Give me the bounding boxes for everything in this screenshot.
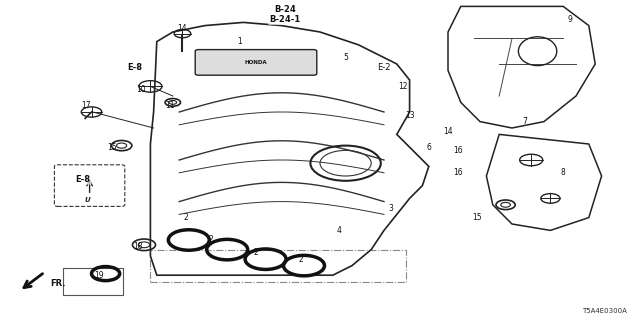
Text: 1: 1 xyxy=(237,37,243,46)
Text: 16: 16 xyxy=(452,168,463,177)
Text: 2: 2 xyxy=(253,248,259,257)
Text: 15: 15 xyxy=(107,143,117,152)
Text: T5A4E0300A: T5A4E0300A xyxy=(582,308,627,314)
Text: E-8: E-8 xyxy=(76,175,91,184)
Text: 14: 14 xyxy=(177,24,188,33)
FancyBboxPatch shape xyxy=(195,50,317,75)
Text: 10: 10 xyxy=(136,85,146,94)
Text: 2: 2 xyxy=(298,255,303,264)
Text: E-8: E-8 xyxy=(127,63,142,72)
Text: 4: 4 xyxy=(337,226,342,235)
Text: 12: 12 xyxy=(399,82,408,91)
Text: 17: 17 xyxy=(81,101,92,110)
Text: 2: 2 xyxy=(183,213,188,222)
Text: 16: 16 xyxy=(452,146,463,155)
Text: FR.: FR. xyxy=(50,279,65,288)
Text: U: U xyxy=(85,197,90,203)
Text: B-24
B-24-1: B-24 B-24-1 xyxy=(269,5,300,24)
Text: 5: 5 xyxy=(343,53,348,62)
Text: 8: 8 xyxy=(561,168,566,177)
Text: 7: 7 xyxy=(522,117,527,126)
Text: 11: 11 xyxy=(165,101,174,110)
Text: 19: 19 xyxy=(94,271,104,280)
Text: 14: 14 xyxy=(443,127,453,136)
Text: E-2: E-2 xyxy=(377,63,391,72)
Text: 9: 9 xyxy=(567,15,572,24)
Text: 2: 2 xyxy=(209,236,214,244)
Text: 13: 13 xyxy=(404,111,415,120)
Text: HONDA: HONDA xyxy=(244,60,268,65)
Text: 15: 15 xyxy=(472,213,482,222)
Text: 3: 3 xyxy=(388,204,393,212)
Text: 6: 6 xyxy=(426,143,431,152)
Text: 18: 18 xyxy=(133,242,142,251)
